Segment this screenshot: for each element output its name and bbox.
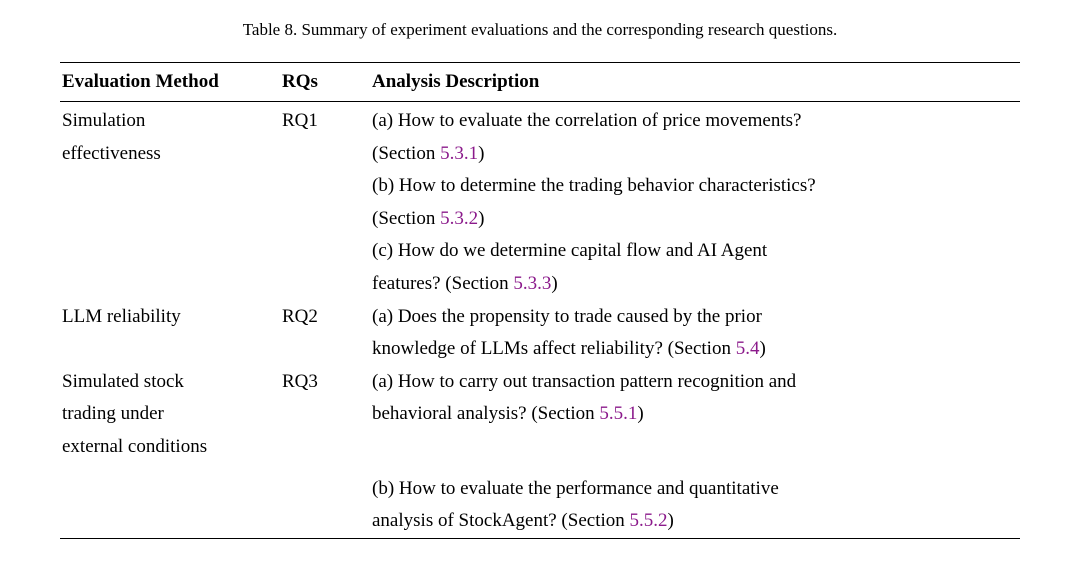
- cell-desc: (c) How do we determine capital flow and…: [370, 235, 1020, 268]
- table-row: Simulated stock RQ3 (a) How to carry out…: [60, 366, 1020, 399]
- table-row: (c) How do we determine capital flow and…: [60, 235, 1020, 268]
- cell-desc: (a) Does the propensity to trade caused …: [370, 301, 1020, 334]
- table-row: knowledge of LLMs affect reliability? (S…: [60, 333, 1020, 366]
- cell-desc: (a) How to carry out transaction pattern…: [370, 366, 1020, 399]
- cell-desc: behavioral analysis? (Section 5.5.1): [370, 398, 1020, 431]
- cell-desc: (b) How to evaluate the performance and …: [370, 464, 1020, 506]
- table-row: effectiveness (Section 5.3.1): [60, 138, 1020, 171]
- table-row: (b) How to determine the trading behavio…: [60, 170, 1020, 203]
- cell-method: trading under: [60, 398, 280, 431]
- cell-method: Simulated stock: [60, 366, 280, 399]
- evaluation-table: Evaluation Method RQs Analysis Descripti…: [60, 62, 1020, 539]
- cell-desc: (Section 5.3.2): [370, 203, 1020, 236]
- cell-desc: (Section 5.3.1): [370, 138, 1020, 171]
- cell-rq: RQ1: [280, 102, 370, 138]
- cell-desc: (a) How to evaluate the correlation of p…: [370, 102, 1020, 138]
- section-ref: 5.5.1: [599, 403, 637, 424]
- section-ref: 5.5.2: [630, 510, 668, 531]
- cell-rq: RQ2: [280, 301, 370, 334]
- header-method: Evaluation Method: [60, 63, 280, 102]
- table-caption: Table 8. Summary of experiment evaluatio…: [60, 20, 1020, 40]
- cell-method: external conditions: [60, 431, 280, 464]
- table-row: features? (Section 5.3.3): [60, 268, 1020, 301]
- table-row: LLM reliability RQ2 (a) Does the propens…: [60, 301, 1020, 334]
- cell-method: Simulation: [60, 102, 280, 138]
- cell-desc: features? (Section 5.3.3): [370, 268, 1020, 301]
- section-ref: 5.3.3: [513, 273, 551, 294]
- cell-rq: RQ3: [280, 366, 370, 399]
- header-rqs: RQs: [280, 63, 370, 102]
- section-ref: 5.4: [736, 338, 760, 359]
- cell-desc: knowledge of LLMs affect reliability? (S…: [370, 333, 1020, 366]
- cell-desc: analysis of StockAgent? (Section 5.5.2): [370, 505, 1020, 538]
- table-row: analysis of StockAgent? (Section 5.5.2): [60, 505, 1020, 538]
- section-ref: 5.3.2: [440, 208, 478, 229]
- table-row: external conditions: [60, 431, 1020, 464]
- section-ref: 5.3.1: [440, 143, 478, 164]
- table-row: (b) How to evaluate the performance and …: [60, 464, 1020, 506]
- cell-desc: (b) How to determine the trading behavio…: [370, 170, 1020, 203]
- cell-method: effectiveness: [60, 138, 280, 171]
- cell-method: LLM reliability: [60, 301, 280, 334]
- table-row: trading under behavioral analysis? (Sect…: [60, 398, 1020, 431]
- table-header-row: Evaluation Method RQs Analysis Descripti…: [60, 63, 1020, 102]
- table-row: (Section 5.3.2): [60, 203, 1020, 236]
- table-row: Simulation RQ1 (a) How to evaluate the c…: [60, 102, 1020, 138]
- header-desc: Analysis Description: [370, 63, 1020, 102]
